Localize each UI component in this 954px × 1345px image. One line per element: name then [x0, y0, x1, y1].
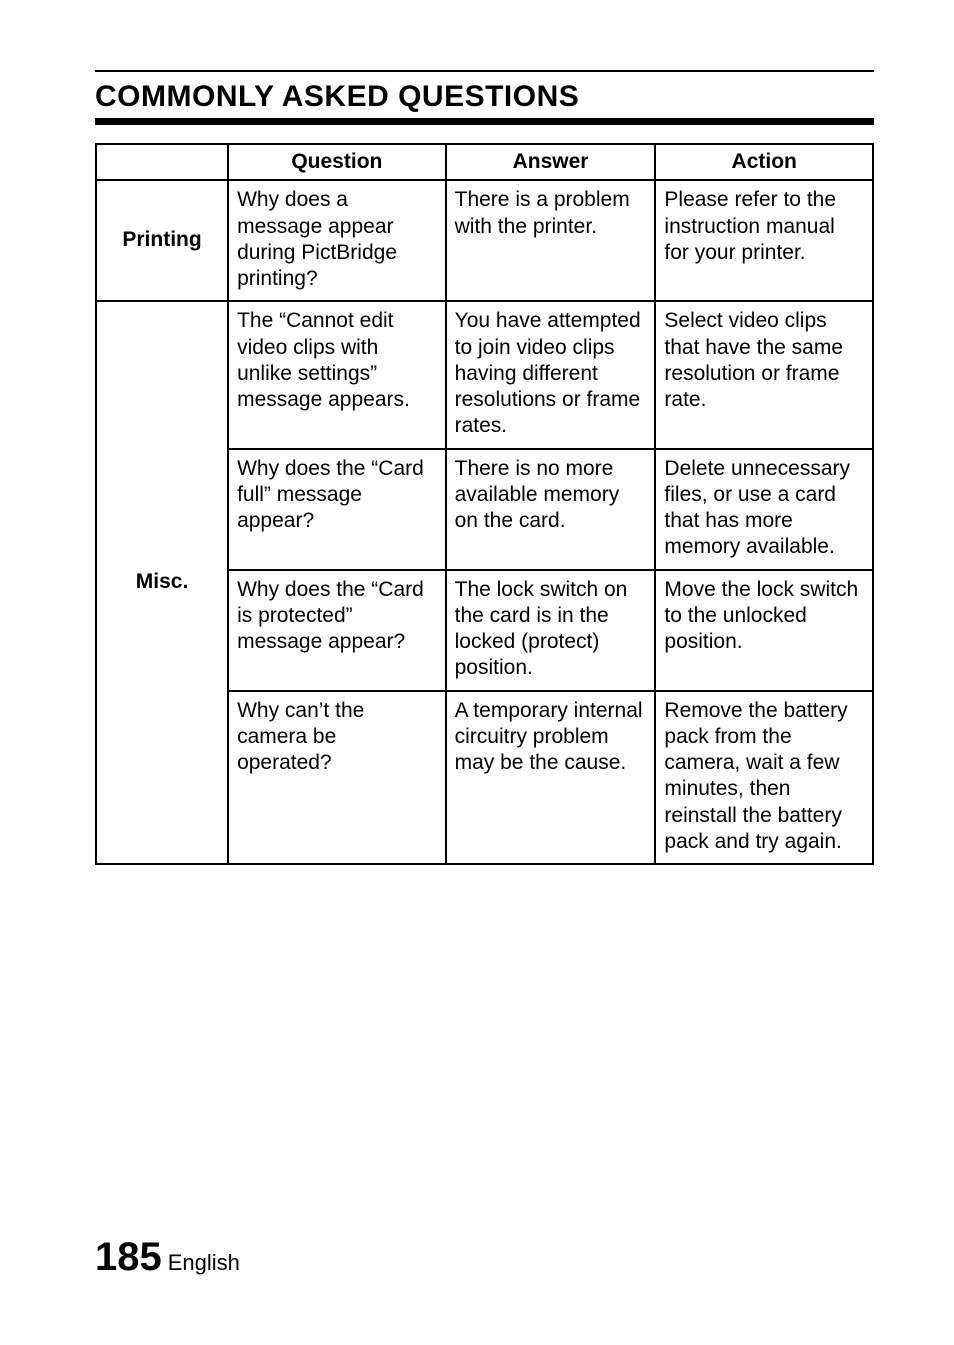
cell-action: Delete unnecessary files, or use a card … [655, 449, 873, 570]
header-answer: Answer [446, 144, 656, 180]
cell-answer: The lock switch on the card is in the lo… [446, 570, 656, 691]
cell-action: Remove the battery pack from the camera,… [655, 691, 873, 865]
table-row: Printing Why does a message appear durin… [96, 180, 873, 301]
page-number: 185 [95, 1235, 162, 1279]
cell-action: Please refer to the instruction manual f… [655, 180, 873, 301]
page-footer: 185English [95, 1235, 240, 1280]
faq-table: Question Answer Action Printing Why does… [95, 143, 874, 865]
rule-thick [95, 118, 874, 125]
cell-answer: A temporary internal circuitry problem m… [446, 691, 656, 865]
page: COMMONLY ASKED QUESTIONS Question Answer… [0, 0, 954, 1345]
row-header-printing: Printing [96, 180, 228, 301]
page-title: COMMONLY ASKED QUESTIONS [95, 80, 874, 114]
cell-question: The “Cannot edit video clips with unlike… [228, 301, 446, 448]
table-row: Misc. The “Cannot edit video clips with … [96, 301, 873, 448]
cell-question: Why does the “Card full” message appear? [228, 449, 446, 570]
row-header-misc: Misc. [96, 301, 228, 864]
header-action: Action [655, 144, 873, 180]
cell-question: Why does a message appear during PictBri… [228, 180, 446, 301]
cell-question: Why does the “Card is protected” message… [228, 570, 446, 691]
cell-answer: You have attempted to join video clips h… [446, 301, 656, 448]
rule-top [95, 70, 874, 72]
cell-answer: There is a problem with the printer. [446, 180, 656, 301]
cell-action: Select video clips that have the same re… [655, 301, 873, 448]
table-header-row: Question Answer Action [96, 144, 873, 180]
header-blank [96, 144, 228, 180]
cell-answer: There is no more available memory on the… [446, 449, 656, 570]
footer-language: English [168, 1250, 240, 1275]
cell-action: Move the lock switch to the unlocked pos… [655, 570, 873, 691]
header-question: Question [228, 144, 446, 180]
cell-question: Why can’t the camera be operated? [228, 691, 446, 865]
